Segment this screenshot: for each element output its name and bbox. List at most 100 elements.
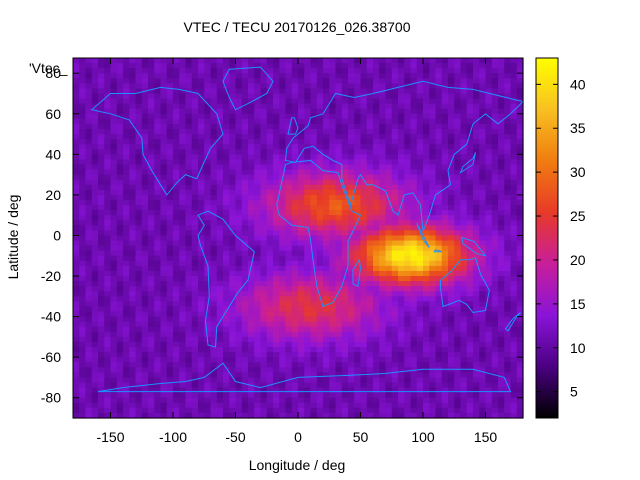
heat-cell	[223, 134, 230, 140]
heat-cell	[173, 387, 180, 394]
heat-cell	[154, 139, 162, 145]
heat-cell	[91, 63, 99, 69]
heat-cell	[285, 382, 293, 389]
heat-cell	[491, 387, 499, 394]
heat-cell	[485, 68, 493, 74]
heat-cell	[354, 199, 362, 206]
heat-cell	[185, 357, 193, 363]
heat-cell	[454, 220, 462, 226]
heat-cell	[473, 270, 480, 277]
heat-cell	[404, 118, 412, 125]
heat-cell	[141, 169, 149, 176]
heat-cell	[391, 73, 399, 79]
heat-cell	[241, 63, 249, 69]
heat-cell	[435, 245, 443, 252]
heat-cell	[360, 103, 368, 110]
heat-cell	[91, 321, 99, 328]
heat-cell	[348, 306, 355, 313]
heat-cell	[323, 286, 330, 292]
heat-cell	[379, 108, 387, 115]
heat-cell	[110, 402, 118, 409]
heat-cell	[454, 402, 462, 409]
heat-cell	[410, 397, 418, 404]
heat-cell	[254, 341, 262, 348]
heat-cell	[285, 134, 293, 140]
heat-cell	[198, 139, 205, 145]
heat-cell	[235, 352, 243, 358]
heat-cell	[404, 149, 412, 155]
heat-cell	[491, 316, 499, 323]
heat-cell	[304, 331, 312, 338]
heat-cell	[504, 377, 512, 384]
heat-cell	[385, 220, 393, 226]
heat-cell	[416, 311, 424, 318]
heat-cell	[348, 397, 355, 404]
heat-cell	[473, 123, 480, 130]
heat-cell	[79, 113, 87, 120]
heat-cell	[191, 184, 199, 191]
heat-cell	[348, 144, 355, 150]
heat-cell	[179, 128, 187, 135]
heat-cell	[204, 73, 212, 79]
heat-cell	[248, 164, 255, 171]
heat-cell	[466, 83, 474, 90]
heat-cell	[141, 230, 149, 237]
heat-cell	[460, 88, 468, 95]
heat-cell	[429, 189, 437, 196]
heat-cell	[85, 169, 93, 176]
heat-cell	[198, 306, 205, 313]
heat-cell	[323, 260, 330, 267]
heat-cell	[510, 149, 518, 155]
heat-cell	[510, 397, 518, 404]
heat-cell	[316, 230, 324, 237]
heat-cell	[404, 78, 412, 84]
heat-cell	[91, 78, 99, 84]
heat-cell	[198, 296, 205, 302]
heat-cell	[423, 296, 430, 302]
heat-cell	[173, 63, 180, 69]
heat-cell	[460, 123, 468, 130]
heat-cell	[485, 123, 493, 130]
heat-cell	[116, 144, 124, 150]
heat-cell	[241, 402, 249, 409]
heat-cell	[473, 301, 480, 308]
heat-cell	[391, 301, 399, 308]
heat-cell	[429, 250, 437, 257]
heat-cell	[129, 352, 137, 358]
heat-cell	[404, 347, 412, 353]
heat-cell	[373, 93, 380, 100]
heat-cell	[291, 215, 299, 221]
heat-cell	[85, 306, 93, 313]
heat-cell	[448, 98, 455, 105]
heat-cell	[141, 58, 149, 64]
heat-cell	[216, 377, 224, 384]
heat-cell	[485, 326, 493, 333]
heat-cell	[360, 291, 368, 297]
heat-cell	[154, 103, 162, 110]
heat-cell	[310, 68, 318, 74]
heat-cell	[79, 316, 87, 323]
heat-cell	[348, 88, 355, 95]
heat-cell	[129, 159, 137, 166]
heat-cell	[198, 58, 205, 64]
heat-cell	[110, 179, 118, 186]
heat-cell	[404, 93, 412, 100]
heat-cell	[404, 316, 412, 323]
heat-cell	[429, 220, 437, 226]
heat-cell	[166, 123, 174, 130]
heat-cell	[404, 98, 412, 105]
heat-cell	[73, 93, 80, 100]
heat-cell	[148, 352, 155, 358]
heat-cell	[479, 301, 487, 308]
heat-cell	[198, 255, 205, 262]
heat-cell	[379, 270, 387, 277]
heat-cell	[316, 139, 324, 145]
heat-cell	[229, 377, 237, 384]
heat-cell	[198, 301, 205, 308]
heat-cell	[429, 260, 437, 267]
heat-cell	[91, 260, 99, 267]
heat-cell	[73, 270, 80, 277]
heat-cell	[510, 367, 518, 373]
heat-cell	[391, 362, 399, 368]
heat-cell	[154, 199, 162, 206]
